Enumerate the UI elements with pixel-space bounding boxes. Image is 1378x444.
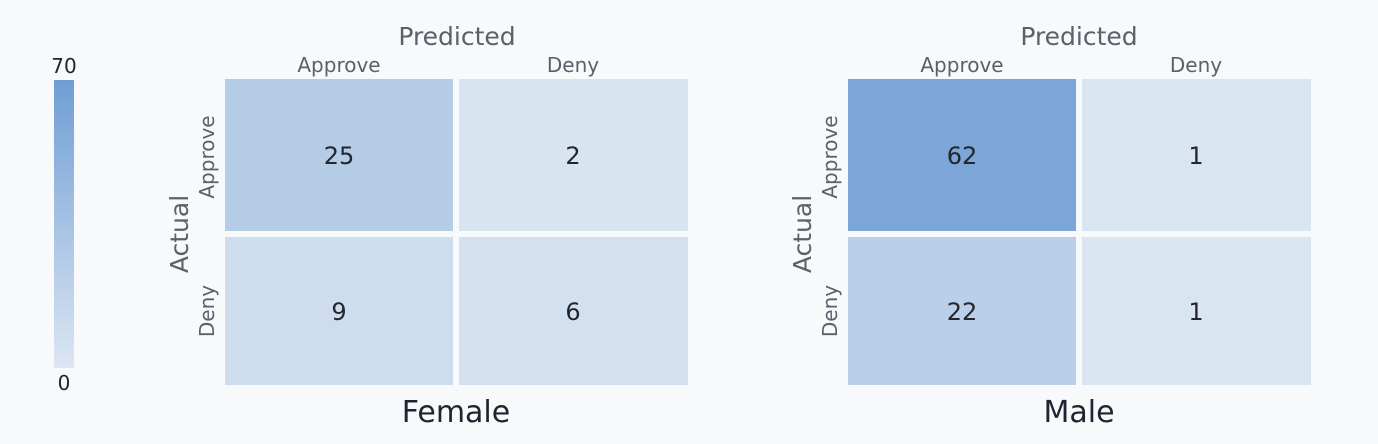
x-axis-title: Predicted [1020,22,1137,51]
y-tick-label: Deny [195,285,219,337]
y-tick-label: Approve [818,115,842,198]
heatmap-cell [848,79,1076,231]
heatmap-panel-male: Predicted Approve Deny Actual Approve De… [788,22,1311,430]
cell-value-label: 22 [947,298,978,326]
heatmap-cell [1082,237,1311,385]
panel-title: Male [1043,395,1114,430]
colorbar-gradient [54,80,74,368]
x-tick-label: Deny [547,53,599,77]
cell-value-label: 25 [324,142,355,170]
heatmap-cell [459,79,688,231]
heatmap-cell [848,237,1076,385]
x-axis-title: Predicted [398,22,515,51]
y-axis-title: Actual [788,195,817,273]
colorbar-min-label: 0 [58,371,71,395]
cell-value-label: 9 [331,298,346,326]
heatmap-cell [1082,79,1311,231]
colorbar: 70 0 [51,54,76,395]
y-tick-label: Deny [818,285,842,337]
x-tick-label: Approve [920,53,1003,77]
colorbar-max-label: 70 [51,54,76,78]
cell-value-label: 1 [1188,298,1203,326]
x-tick-label: Approve [297,53,380,77]
cell-value-label: 6 [565,298,580,326]
cell-value-label: 1 [1188,142,1203,170]
x-tick-label: Deny [1170,53,1222,77]
heatmap-cell [225,79,453,231]
panel-title: Female [402,395,510,430]
heatmap-panel-female: Predicted Approve Deny Actual Approve De… [165,22,688,430]
cell-value-label: 62 [947,142,978,170]
y-tick-label: Approve [195,115,219,198]
heatmap-cell [225,237,453,385]
cell-value-label: 2 [565,142,580,170]
heatmap-cell [459,237,688,385]
y-axis-title: Actual [165,195,194,273]
